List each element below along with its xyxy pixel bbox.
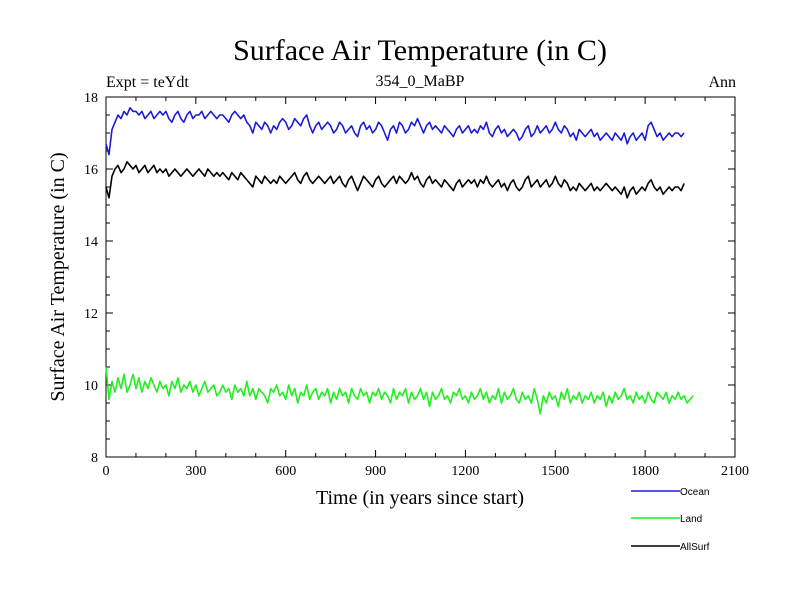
y-tick-label: 16 xyxy=(84,163,98,178)
chart-title: Surface Air Temperature (in C) xyxy=(233,34,607,67)
legend: Ocean Land AllSurf xyxy=(631,487,710,553)
season-label: Ann xyxy=(708,74,736,91)
y-tick-label: 14 xyxy=(84,235,98,250)
y-tick-label: 18 xyxy=(84,91,98,106)
y-axis-label: Surface Air Temperature (in C) xyxy=(47,152,69,401)
y-tick-label: 8 xyxy=(91,451,98,466)
legend-label-allsurf: AllSurf xyxy=(680,542,710,553)
x-axis-label: Time (in years since start) xyxy=(316,487,524,509)
series-group xyxy=(105,107,694,415)
legend-label-ocean: Ocean xyxy=(680,487,709,498)
y-tick-label: 10 xyxy=(84,379,98,394)
x-tick-label: 1200 xyxy=(451,464,479,479)
x-tick-label: 0 xyxy=(103,464,110,479)
chart-subtitle: 354_0_MaBP xyxy=(376,73,465,90)
x-tick-label: 1500 xyxy=(541,464,569,479)
x-tick-label: 600 xyxy=(275,464,296,479)
y-tick-label: 12 xyxy=(84,307,98,322)
legend-label-land: Land xyxy=(680,514,702,525)
x-tick-label: 2100 xyxy=(721,464,749,479)
x-tick-label: 1800 xyxy=(631,464,659,479)
series-line-land xyxy=(105,366,694,415)
x-tick-label: 300 xyxy=(185,464,206,479)
series-line-ocean xyxy=(105,107,685,156)
x-tick-label: 900 xyxy=(365,464,386,479)
expt-label: Expt = teYdt xyxy=(106,74,189,91)
series-line-allsurf xyxy=(105,161,685,199)
axes-group: 0 300 600 900 1200 1500 1800 2100 8 10 12 14 16 18 xyxy=(84,91,749,479)
